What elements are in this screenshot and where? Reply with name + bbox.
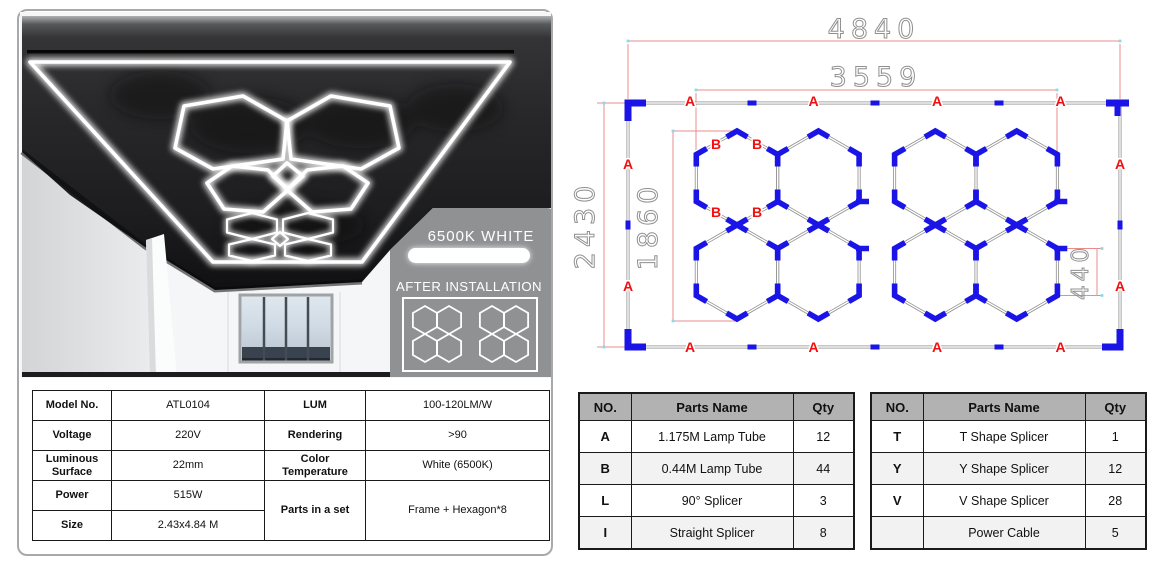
spec-label: Voltage <box>32 420 112 451</box>
spec-value: >90 <box>365 420 550 451</box>
table-row: Power Cable 5 <box>870 516 1147 550</box>
window <box>238 293 334 364</box>
label-a: A <box>685 339 695 355</box>
label-a: A <box>1055 93 1065 109</box>
table-row: A 1.175M Lamp Tube 12 <box>578 420 855 453</box>
dim-width-total: 4840 <box>828 14 921 45</box>
spec-value: 22mm <box>111 450 265 481</box>
label-a: A <box>932 93 942 109</box>
spec-label: Model No. <box>32 390 112 421</box>
label-a: A <box>808 93 818 109</box>
col-header: Parts Name <box>922 392 1086 421</box>
label-a: A <box>1055 339 1065 355</box>
technical-drawing: 4840 3559 2430 1860 440 A A A A A A A A … <box>570 14 1129 357</box>
spec-label: Power <box>32 480 112 511</box>
lamp-tube-labels: A A A A A A A A A A A A B B B B <box>621 92 1126 357</box>
frame-profile-line <box>27 50 514 54</box>
spec-value: Frame + Hexagon*8 <box>365 480 550 541</box>
spec-label: Color Temperature <box>264 450 366 481</box>
spec-value: 2.43x4.84 M <box>111 510 265 541</box>
spec-value: 515W <box>111 480 265 511</box>
glow-bar <box>408 248 530 263</box>
spec-value: ATL0104 <box>111 390 265 421</box>
col-header: NO. <box>578 392 632 421</box>
spec-label: Luminous Surface <box>32 450 112 481</box>
photo-bottom-edge <box>22 372 390 377</box>
col-header: Parts Name <box>630 392 794 421</box>
dim-width-inner: 3559 <box>830 62 923 93</box>
dimension-endpoints <box>602 39 1122 349</box>
after-installation-label: AFTER INSTALLATION <box>396 279 542 294</box>
label-a: A <box>1115 278 1125 294</box>
label-a: A <box>685 93 695 109</box>
spec-value: 220V <box>111 420 265 451</box>
label-a: A <box>623 278 633 294</box>
label-b: B <box>711 204 721 220</box>
spec-value: 100-120LM/W <box>365 390 550 421</box>
ceiling-edge <box>20 150 363 293</box>
layout-icon-box <box>402 297 538 372</box>
dim-height-total: 2430 <box>570 181 601 270</box>
label-a: A <box>623 156 633 172</box>
left-wall <box>22 152 176 377</box>
table-row: V V Shape Splicer 28 <box>870 484 1147 517</box>
t-splicer <box>1106 99 1129 116</box>
spec-label: Size <box>32 510 112 541</box>
table-row: Y Y Shape Splicer 12 <box>870 452 1147 485</box>
color-temp-label: 6500K WHITE <box>428 228 535 245</box>
spec-label: Parts in a set <box>264 480 366 541</box>
splicer-markers-left <box>696 131 869 319</box>
straight-splicer-ticks <box>625 100 1123 350</box>
spec-value: White (6500K) <box>365 450 550 481</box>
table-row: B 0.44M Lamp Tube 44 <box>578 452 855 485</box>
dim-hex-side: 440 <box>1068 244 1094 300</box>
splicer-markers-right <box>895 131 1068 319</box>
label-a: A <box>1115 156 1125 172</box>
corner-splicers <box>624 99 1129 351</box>
installation-photo: 6500K WHITE AFTER INSTALLATION <box>20 12 551 378</box>
spec-table: Model No. ATL0104 LUM 100-120LM/W Voltag… <box>32 390 550 541</box>
label-b: B <box>752 204 762 220</box>
column <box>146 234 177 377</box>
label-a: A <box>932 339 942 355</box>
table-row: L 90° Splicer 3 <box>578 484 855 517</box>
parts-table-2: NO. Parts Name Qty T T Shape Splicer 1 Y… <box>870 392 1147 550</box>
spec-label: Rendering <box>264 420 366 451</box>
frame-outline <box>626 101 1122 349</box>
label-b: B <box>752 136 762 152</box>
col-header: Qty <box>1084 392 1147 421</box>
col-header: NO. <box>870 392 924 421</box>
parts-table-1: NO. Parts Name Qty A 1.175M Lamp Tube 12… <box>578 392 855 550</box>
label-a: A <box>808 339 818 355</box>
spec-label: LUM <box>264 390 366 421</box>
label-b: B <box>711 136 721 152</box>
col-header: Qty <box>792 392 855 421</box>
table-row: I Straight Splicer 8 <box>578 516 855 550</box>
table-row: T T Shape Splicer 1 <box>870 420 1147 453</box>
dim-height-inner: 1860 <box>633 182 664 271</box>
